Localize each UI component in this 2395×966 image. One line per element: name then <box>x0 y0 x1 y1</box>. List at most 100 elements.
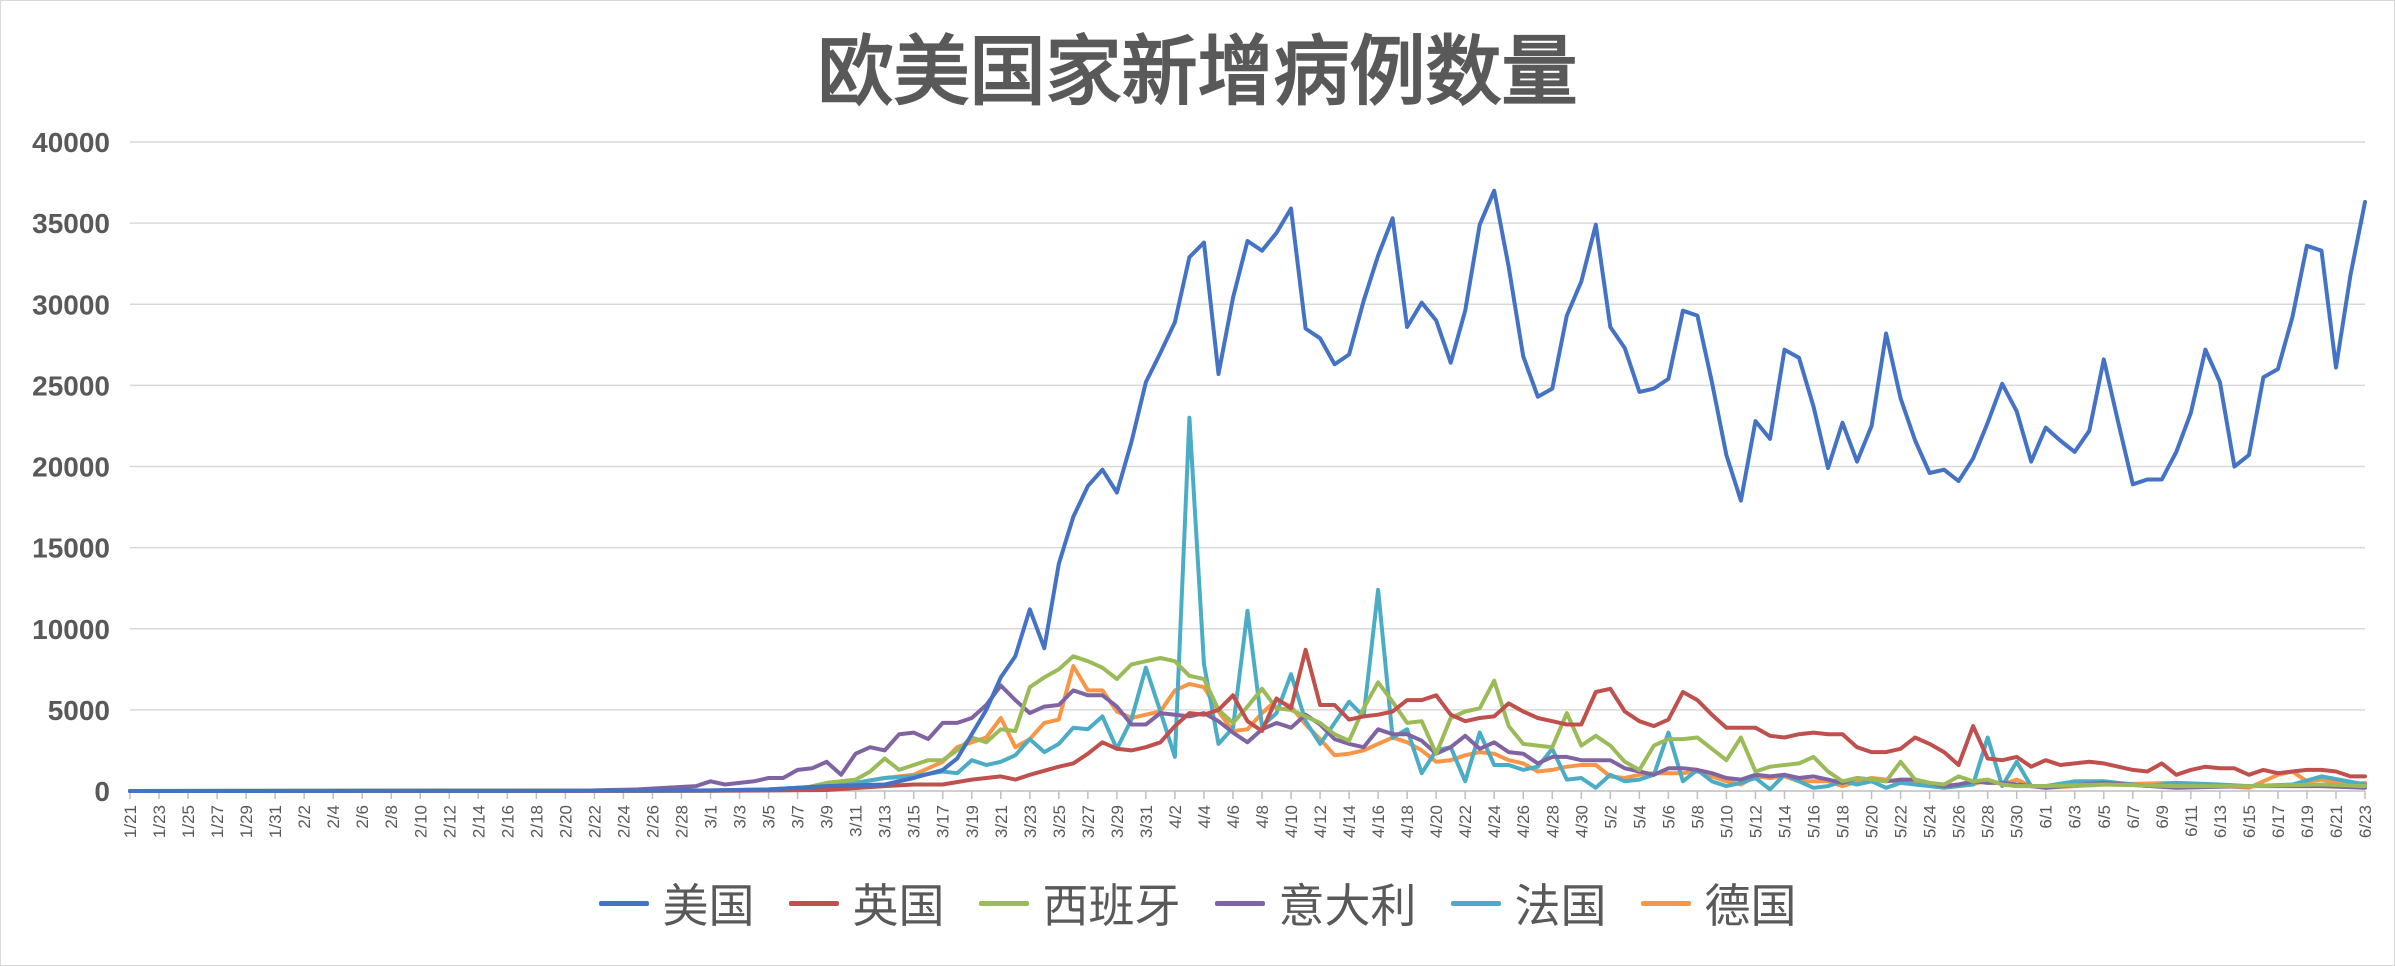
x-tick-label: 2/4 <box>324 805 343 829</box>
gridlines <box>130 141 2365 792</box>
x-tick-label: 2/20 <box>556 805 575 838</box>
x-tick-label: 2/6 <box>353 805 372 829</box>
x-tick-label: 4/28 <box>1543 805 1562 838</box>
x-tick-label: 2/10 <box>411 805 430 838</box>
x-tick-label: 6/19 <box>2298 805 2317 838</box>
x-tick-label: 5/28 <box>1979 805 1998 838</box>
x-tick-label: 3/19 <box>963 805 982 838</box>
x-tick-label: 3/5 <box>760 805 779 829</box>
legend-item: 意大利 <box>1214 870 1417 936</box>
x-tick-label: 1/23 <box>150 805 169 838</box>
legend-item: 英国 <box>788 870 945 936</box>
y-tick-label: 30000 <box>32 289 110 320</box>
x-tick-label: 3/29 <box>1108 805 1127 838</box>
chart-title: 欧美国家新增病例数量 <box>817 27 1578 116</box>
series-line-3 <box>128 654 2367 793</box>
y-tick-label: 20000 <box>32 452 110 483</box>
x-tick-label: 5/20 <box>1863 805 1882 838</box>
x-tick-label: 6/7 <box>2124 805 2143 829</box>
legend-swatch <box>788 900 839 906</box>
x-tick-label: 4/10 <box>1282 805 1301 838</box>
x-tick-label: 3/13 <box>876 805 895 838</box>
x-tick-label: 1/29 <box>237 805 256 838</box>
x-tick-label: 6/5 <box>2095 805 2114 829</box>
x-tick-label: 3/3 <box>731 805 750 829</box>
legend-label: 意大利 <box>1278 879 1417 933</box>
series-line-4 <box>128 683 2367 793</box>
series-line-2 <box>128 647 2367 793</box>
x-tick-label: 6/3 <box>2066 805 2085 829</box>
x-tick-label: 3/23 <box>1021 805 1040 838</box>
x-tick-label: 2/8 <box>382 805 401 829</box>
x-tick-label: 2/22 <box>585 805 604 838</box>
x-tick-label: 2/24 <box>614 805 633 838</box>
y-tick-label: 35000 <box>32 208 110 239</box>
x-tick-label: 3/25 <box>1050 805 1069 838</box>
x-tick-label: 4/30 <box>1572 805 1591 838</box>
y-tick-label: 15000 <box>32 533 110 564</box>
x-tick-label: 3/7 <box>789 805 808 829</box>
x-tick-label: 3/21 <box>992 805 1011 838</box>
x-tick-label: 4/16 <box>1369 805 1388 838</box>
legend-label: 英国 <box>852 879 945 933</box>
x-tick-label: 5/6 <box>1659 805 1678 829</box>
x-tick-label: 5/22 <box>1892 805 1911 838</box>
x-tick-label: 6/1 <box>2037 805 2056 829</box>
x-tick-label: 3/1 <box>702 805 721 829</box>
x-tick-label: 6/23 <box>2356 805 2375 838</box>
legend-label: 法国 <box>1514 879 1607 933</box>
x-tick-label: 5/4 <box>1630 805 1649 829</box>
x-tick-label: 5/30 <box>2008 805 2027 838</box>
x-tick-label: 2/16 <box>498 805 517 838</box>
y-axis-ticks: 0 5000 10000 15000 20000 25000 30000 35000 40000 <box>32 127 110 807</box>
legend: 美国 英国 西班牙 意大利 法国 德国 <box>0 870 2395 936</box>
legend-item: 西班牙 <box>978 870 1181 936</box>
y-tick-label: 0 <box>94 776 110 807</box>
x-tick-label: 6/9 <box>2153 805 2172 829</box>
x-tick-label: 2/12 <box>440 805 459 838</box>
x-tick-label: 3/17 <box>934 805 953 838</box>
legend-swatch <box>598 900 649 906</box>
x-tick-label: 2/26 <box>643 805 662 838</box>
x-tick-label: 5/16 <box>1805 805 1824 838</box>
x-tick-label: 5/24 <box>1921 805 1940 838</box>
x-tick-label: 5/2 <box>1601 805 1620 829</box>
x-tick-label: 6/13 <box>2211 805 2230 838</box>
x-tick-label: 2/18 <box>527 805 546 838</box>
series-lines <box>128 188 2367 793</box>
x-tick-label: 4/6 <box>1224 805 1243 829</box>
x-tick-label: 5/18 <box>1834 805 1853 838</box>
x-tick-label: 5/12 <box>1746 805 1765 838</box>
x-tick-label: 4/18 <box>1398 805 1417 838</box>
x-tick-label: 6/15 <box>2240 805 2259 838</box>
x-tick-label: 5/26 <box>1950 805 1969 838</box>
x-tick-label: 6/11 <box>2182 805 2201 837</box>
x-tick-label: 4/12 <box>1311 805 1330 838</box>
x-tick-label: 4/20 <box>1427 805 1446 838</box>
y-tick-label: 5000 <box>48 695 110 726</box>
x-tick-label: 4/4 <box>1195 805 1214 829</box>
series-line-5 <box>128 415 2367 793</box>
y-tick-label: 10000 <box>32 614 110 645</box>
x-tick-label: 1/25 <box>179 805 198 838</box>
legend-label: 西班牙 <box>1042 879 1181 933</box>
x-tick-label: 3/27 <box>1079 805 1098 838</box>
legend-label: 美国 <box>662 879 755 933</box>
series-line-1 <box>128 188 2367 793</box>
x-tick-label: 4/26 <box>1514 805 1533 838</box>
legend-swatch <box>978 900 1029 906</box>
series-line-6 <box>128 664 2367 793</box>
x-tick-label: 4/2 <box>1166 805 1185 829</box>
legend-item: 美国 <box>598 870 755 936</box>
legend-label: 德国 <box>1704 879 1797 933</box>
x-tick-label: 4/24 <box>1485 805 1504 838</box>
x-tick-label: 2/28 <box>672 805 691 838</box>
x-tick-label: 5/10 <box>1717 805 1736 838</box>
y-tick-label: 25000 <box>32 370 110 401</box>
x-tick-label: 1/31 <box>266 805 285 838</box>
legend-swatch <box>1214 900 1265 906</box>
legend-swatch <box>1640 900 1691 906</box>
x-tick-label: 3/31 <box>1137 805 1156 838</box>
